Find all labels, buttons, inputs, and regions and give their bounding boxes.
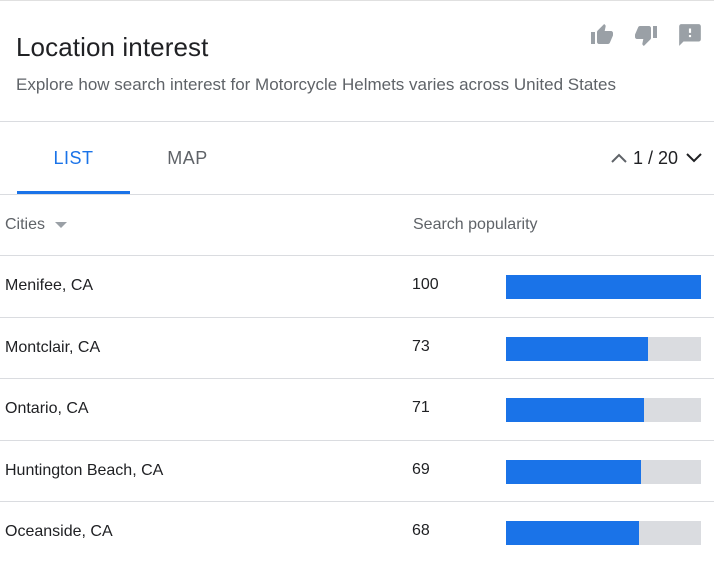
popularity-bar	[506, 460, 701, 484]
feedback-icon	[679, 24, 701, 46]
row-city: Huntington Beach, CA	[5, 462, 164, 479]
row-value: 100	[412, 276, 439, 293]
page-subtitle: Explore how search interest for Motorcyc…	[16, 75, 616, 94]
row-divider	[0, 501, 714, 502]
sort-down-icon	[55, 222, 68, 228]
row-divider	[0, 378, 714, 379]
chevron-up-icon	[611, 153, 627, 163]
row-city: Ontario, CA	[5, 400, 89, 417]
tab-list-label: LIST	[53, 147, 94, 168]
popularity-bar	[506, 521, 701, 545]
tab-map[interactable]: MAP	[130, 122, 245, 194]
thumb-up-button[interactable]	[588, 22, 616, 48]
thumb-down-icon	[635, 26, 657, 46]
row-divider	[0, 317, 714, 318]
row-city: Menifee, CA	[5, 277, 94, 294]
table-row[interactable]: Oceanside, CA 68	[0, 502, 714, 563]
page-title: Location interest	[16, 32, 209, 62]
popularity-bar-fill	[506, 398, 645, 422]
table-row[interactable]: Menifee, CA 100	[0, 256, 714, 317]
row-value: 73	[412, 338, 430, 355]
popularity-bar	[506, 398, 701, 422]
active-tab-indicator	[17, 191, 130, 194]
popularity-bar-fill	[506, 275, 701, 299]
chevron-down-icon	[686, 153, 702, 163]
table-header: Cities Search popularity	[0, 195, 714, 255]
tab-list[interactable]: LIST	[17, 122, 130, 194]
row-value: 68	[412, 522, 430, 539]
top-divider	[0, 0, 714, 1]
tabs-divider	[0, 194, 714, 195]
row-divider	[0, 440, 714, 441]
thumb-down-button[interactable]	[632, 22, 660, 48]
header-divider	[0, 121, 714, 122]
popularity-bar	[506, 275, 701, 299]
row-city: Montclair, CA	[5, 339, 101, 356]
tab-map-label: MAP	[167, 147, 208, 168]
pagination: 1 / 20	[609, 146, 704, 170]
row-city: Oceanside, CA	[5, 523, 113, 540]
table-row[interactable]: Ontario, CA 71	[0, 379, 714, 440]
row-divider	[0, 255, 714, 256]
table-row[interactable]: Huntington Beach, CA 69	[0, 441, 714, 502]
row-value: 69	[412, 461, 430, 478]
popularity-bar	[506, 337, 701, 361]
feedback-button[interactable]	[676, 22, 704, 48]
feedback-actions	[588, 22, 704, 48]
thumb-up-icon	[591, 24, 613, 44]
next-page-button[interactable]	[684, 146, 704, 170]
page-indicator: 1 / 20	[632, 147, 678, 168]
popularity-bar-fill	[506, 460, 641, 484]
row-value: 71	[412, 399, 430, 416]
cities-column-label: Cities	[5, 216, 46, 233]
cities-column-header[interactable]: Cities	[5, 216, 68, 234]
popularity-column-header: Search popularity	[413, 216, 538, 233]
popularity-bar-fill	[506, 337, 649, 361]
tab-bar: LIST MAP	[17, 122, 245, 194]
table-row[interactable]: Montclair, CA 73	[0, 318, 714, 379]
popularity-bar-fill	[506, 521, 639, 545]
previous-page-button[interactable]	[609, 146, 629, 170]
header: Location interest Explore how search int…	[0, 0, 714, 121]
